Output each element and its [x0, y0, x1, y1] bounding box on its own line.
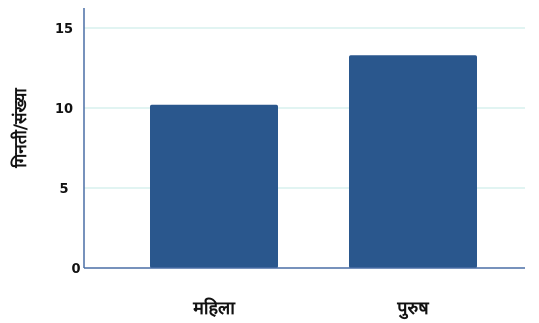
- y-tick-label-2: 10: [55, 102, 73, 117]
- y-axis-label: गिनती/संख्या: [10, 88, 31, 169]
- y-tick-labels: 0 5 10 15: [55, 22, 81, 277]
- y-tick-label-0: 0: [71, 262, 80, 277]
- bars: [150, 55, 477, 269]
- x-tick-label-1: पुरुष: [396, 298, 429, 320]
- y-tick-label-1: 5: [59, 182, 68, 197]
- x-tick-labels: महिला पुरुष: [192, 297, 429, 320]
- y-tick-label-3: 15: [55, 22, 73, 37]
- bar-0: [150, 104, 278, 268]
- bar-1: [349, 55, 477, 269]
- x-tick-label-0: महिला: [192, 297, 236, 319]
